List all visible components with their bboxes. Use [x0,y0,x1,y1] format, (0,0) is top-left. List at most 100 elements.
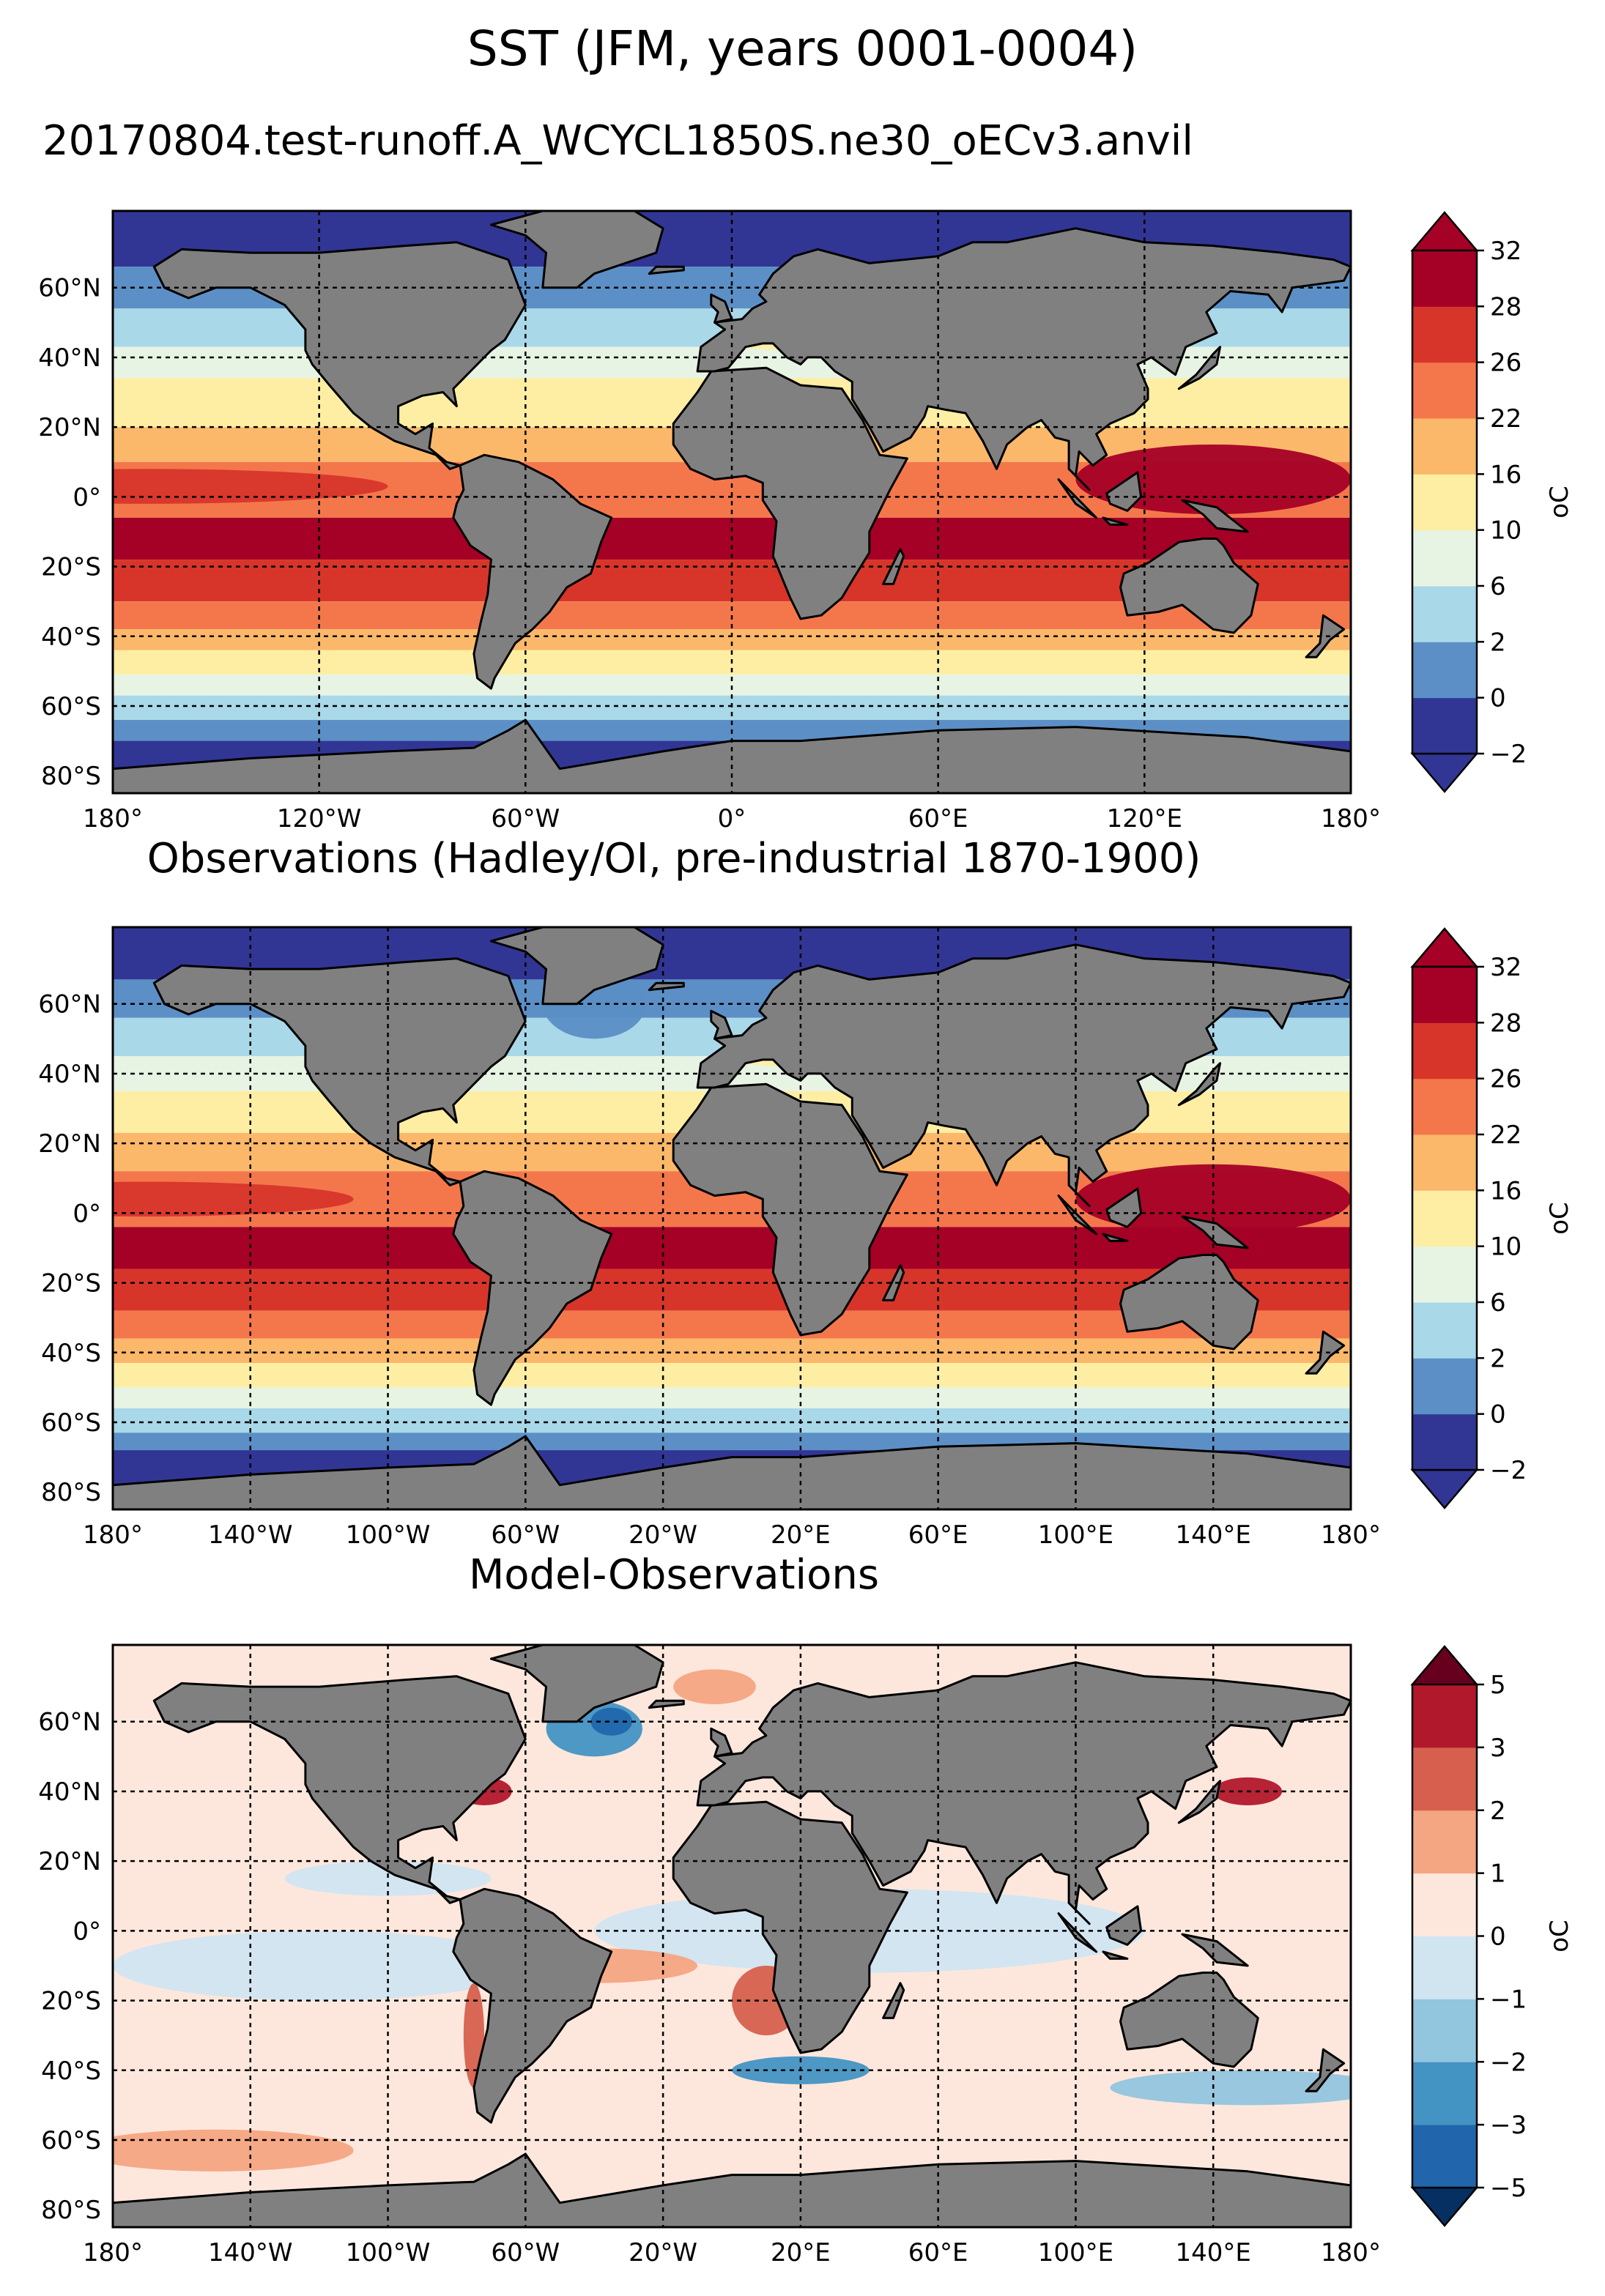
colorbar-tick-label: 32 [1490,953,1521,982]
colorbar-frame [1411,249,1478,755]
land-mass [489,211,664,289]
land-mass [152,241,527,470]
y-tick-label: 60°N [38,990,101,1019]
x-tick-label: 180° [83,1520,143,1550]
map-frame [111,926,1352,1511]
colorbar-tick-label: 32 [1490,237,1521,266]
colorbar-tick-label: 0 [1490,684,1506,713]
difference-panel-title: Model-Observations [468,1551,880,1599]
land-mass [452,1887,613,2124]
colorbar-segment [1412,418,1477,475]
colorbar-segment [1412,1413,1477,1471]
colorbar-tick-label: 22 [1490,404,1521,434]
y-tick-label: 40°S [41,623,101,652]
anomaly-patch [113,1181,354,1217]
land-mass [1105,471,1143,512]
land-mass [882,1264,905,1301]
colorbar-tick-label: −2 [1490,740,1527,769]
x-tick-label: 20°E [771,1520,831,1550]
x-tick-label: 60°W [491,2238,560,2267]
anomaly-patch [284,1861,492,1896]
colorbar-segment [1412,1873,1477,1936]
colorbar-tick-label: 16 [1490,1176,1521,1205]
land-mass [1181,1933,1249,1967]
land-mass [882,548,905,585]
y-tick-label: 20°N [38,1129,101,1159]
x-tick-label: 120°E [1107,804,1182,833]
colorbar-tick-label: 26 [1490,349,1521,378]
anomaly-patch [113,1931,526,2001]
map-panel-2 [113,927,1351,1509]
x-tick-label: 100°W [346,2238,431,2267]
x-tick-label: 140°E [1176,2238,1251,2267]
y-tick-label: 40°S [41,1339,101,1368]
colorbar-segment [1412,2062,1477,2125]
x-tick-label: 20°W [629,1520,697,1550]
colorbar-segment [1412,1684,1477,1748]
colorbar-label: oC [1545,486,1574,519]
colorbar-segment [1412,362,1477,419]
anomaly-patch [673,1669,756,1704]
land-mass [1305,1330,1346,1375]
anomaly-patch [590,1707,632,1736]
sst-band [113,1363,1351,1388]
colorbar-segment [1412,642,1477,699]
colorbar-tick-label: 16 [1490,460,1521,489]
colorbar-label: oC [1545,1202,1574,1235]
y-tick-label: 20°S [41,1269,101,1299]
colorbar-extend-max [1410,211,1479,252]
y-tick-label: 0° [73,483,101,512]
land-mass [489,927,664,1006]
y-tick-label: 0° [73,1917,101,1946]
land-mass [1181,499,1249,533]
y-tick-label: 60°N [38,1708,101,1737]
x-tick-label: 180° [83,2238,143,2267]
colorbar-3: −5 −3 −2 −1 0 1 2 3 5 oC [1410,1645,1574,2227]
colorbar-segment [1412,306,1477,363]
land-mass [1102,516,1129,526]
colorbar-segment [1412,1246,1477,1303]
land-mass [1181,1215,1249,1249]
y-tick-label: 40°N [38,343,101,373]
land-mass [1119,1972,1259,2068]
colorbar-segment [1412,967,1477,1023]
colorbar-segment [1412,1134,1477,1191]
land-mass [1102,1233,1129,1242]
colorbar-frame [1411,965,1478,1471]
y-tick-label: 60°S [41,692,101,721]
colorbar-tick-label: −2 [1490,1456,1527,1485]
colorbar-label: oC [1545,1920,1574,1953]
land-mass [882,1982,905,2019]
y-tick-label: 60°N [38,274,101,303]
x-tick-label: 60°W [491,804,560,833]
map-frame [111,209,1352,795]
colorbar-tick-label: −5 [1490,2174,1527,2203]
y-tick-label: 40°N [38,1060,101,1089]
y-tick-label: 80°S [41,2196,101,2225]
sst-band [113,1338,1351,1364]
colorbar-tick-label: 28 [1490,292,1521,322]
colorbar-tick-label: 10 [1490,516,1521,546]
y-tick-label: 0° [73,1199,101,1228]
land-mass [1105,1905,1143,1946]
colorbar-extend-max [1410,927,1479,968]
colorbar-segment [1412,2125,1477,2188]
y-tick-label: 20°S [41,553,101,582]
colorbar-extend-min [1410,1468,1479,1509]
x-tick-label: 100°E [1038,1520,1113,1550]
x-tick-label: 180° [83,804,143,833]
y-tick-label: 20°N [38,413,101,442]
axes-2: 180° 140°W 100°W 60°W 20°W 20°E 60°E 100°E 140°E… [38,926,1381,1550]
y-tick-label: 80°S [41,1478,101,1507]
x-tick-label: 180° [1321,1520,1381,1550]
colorbar-extend-max [1410,1645,1479,1686]
sst-band [113,1408,1351,1433]
sst-band [113,1227,1351,1269]
x-tick-label: 60°E [908,1520,968,1550]
x-tick-label: 100°W [346,1520,431,1550]
land-mass [1305,2048,1346,2092]
sst-band [113,695,1351,721]
anomaly-patch [1110,2070,1351,2106]
